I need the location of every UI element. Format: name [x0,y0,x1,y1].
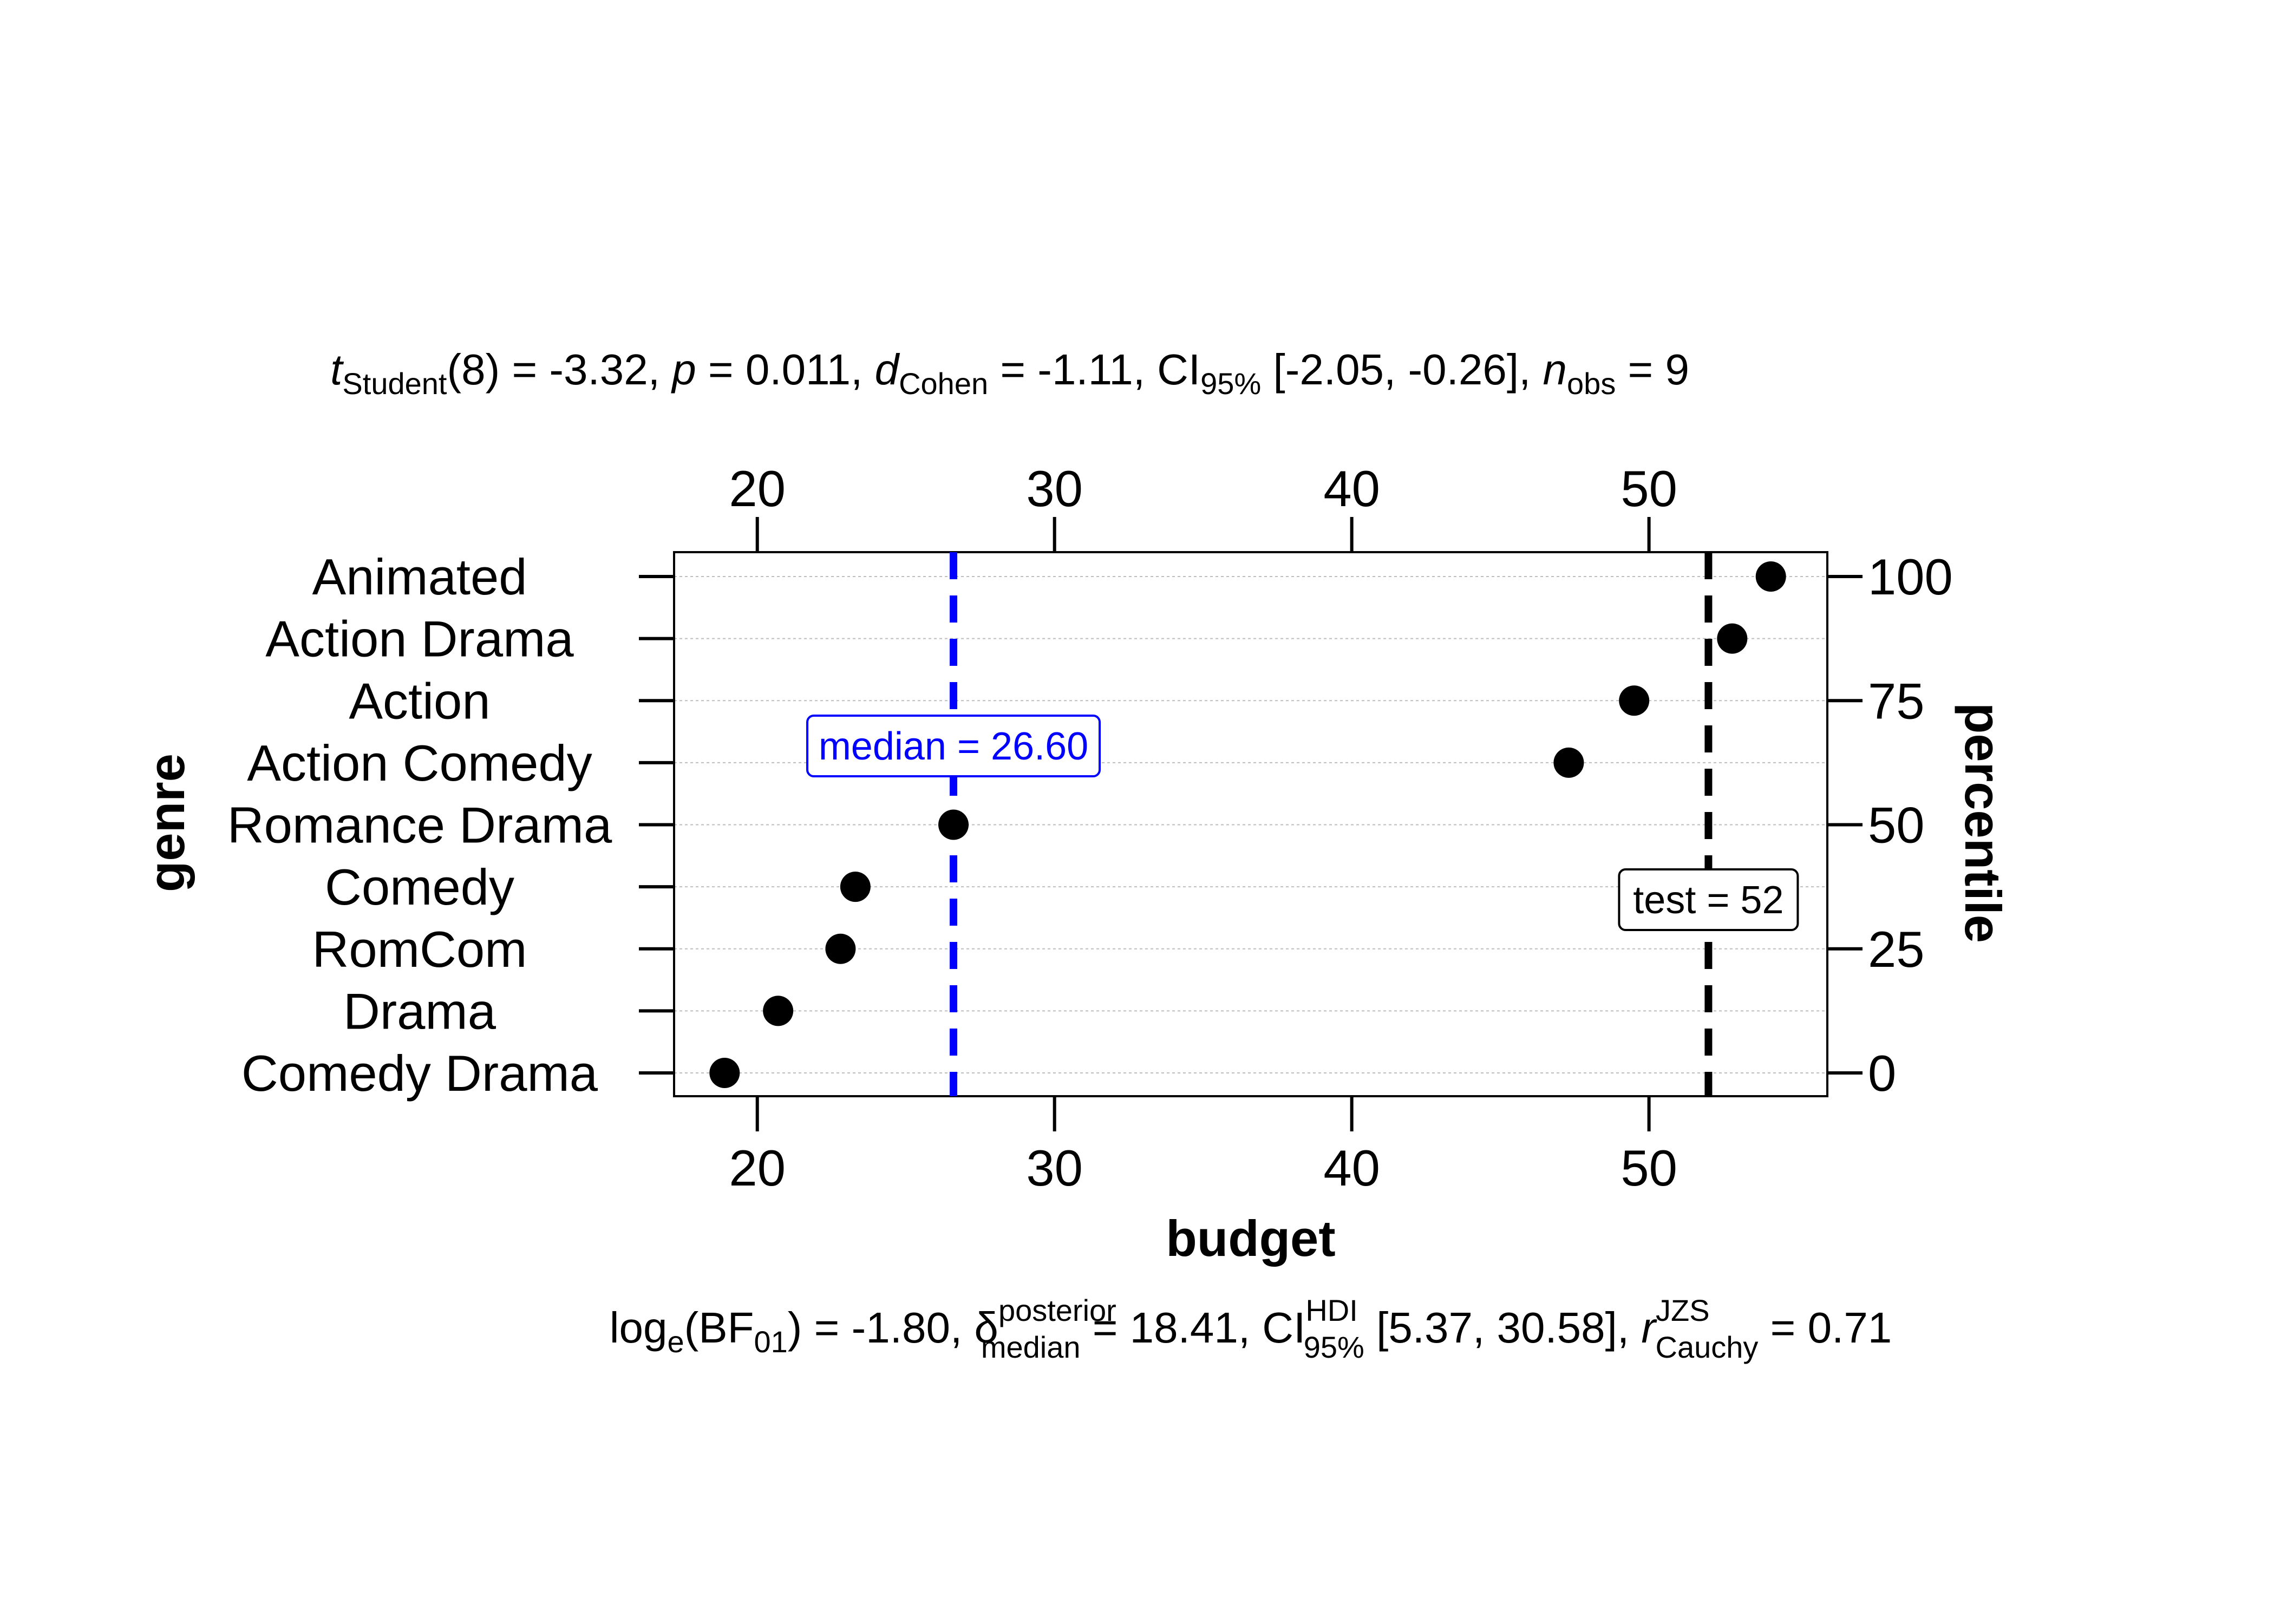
x-top-tick-label: 50 [1620,460,1677,517]
median-label: median = 26.60 [819,725,1088,768]
data-point [763,996,794,1026]
y-tick-label: Action [349,672,490,729]
grid-lines [674,576,1827,1073]
y-tick-label: Drama [343,983,496,1039]
y2-axis-title: percentile [1955,703,2011,943]
y2-tick-label: 75 [1868,672,1925,729]
y2-tick-label: 100 [1868,548,1953,605]
median-label-box [806,715,1101,777]
data-point [1717,623,1748,654]
y2-tick-label: 50 [1868,797,1925,854]
y-tick-label: Romance Drama [227,797,612,854]
y2-tick-label: 25 [1868,921,1925,978]
data-point [825,933,856,964]
x-bottom-tick-label: 20 [729,1140,786,1196]
chart-caption: loge(BF01) = -1.80, δposterior median = 1… [610,1293,1892,1364]
reference-labels: median = 26.60 test = 52 [806,715,1799,931]
data-point [840,872,871,902]
x-top-tick-label: 30 [1026,460,1083,517]
test-label-box [1618,868,1799,931]
x-top-tick-label: 40 [1323,460,1380,517]
y-tick-label: Action Drama [265,611,574,667]
y-axis-title: genre [138,754,195,892]
data-point [938,809,969,840]
x-axis-bottom: 20 30 40 50 [729,1096,1677,1196]
y-tick-label: Action Comedy [247,735,592,791]
chart-subtitle: tStudent(8) = -3.32, p = 0.011, dCohen =… [330,345,1689,401]
x-bottom-tick-label: 30 [1026,1140,1083,1196]
x-bottom-tick-label: 40 [1323,1140,1380,1196]
data-point [1755,561,1786,592]
y-axis-right: 0 25 50 75 100 [1827,548,1953,1102]
data-point [1619,685,1650,716]
x-top-tick-label: 20 [729,460,786,517]
y-tick-label: Animated [312,548,527,605]
y2-tick-label: 0 [1868,1045,1896,1102]
x-axis-top: 20 30 40 50 [729,460,1677,552]
data-points [709,561,1786,1088]
y-tick-label: RomCom [312,921,527,978]
y-tick-label: Comedy [325,859,514,915]
test-label: test = 52 [1633,879,1783,922]
x-axis-title: budget [1166,1210,1335,1267]
y-tick-label: Comedy Drama [241,1045,598,1102]
x-bottom-tick-label: 50 [1620,1140,1677,1196]
data-point [1553,747,1584,778]
data-point [709,1058,740,1088]
